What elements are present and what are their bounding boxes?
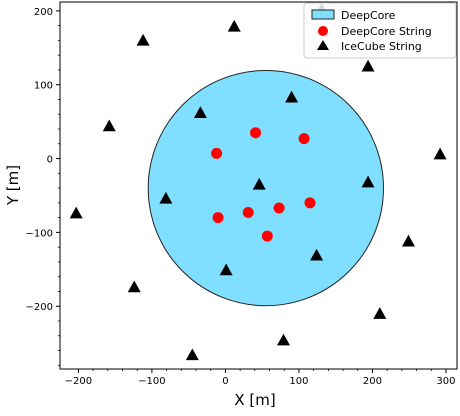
legend-deepcore-string-label: DeepCore String xyxy=(341,25,432,38)
legend-box xyxy=(303,2,457,59)
icecube-string-point xyxy=(127,280,141,293)
icecube-string-point xyxy=(373,307,387,319)
icecube-string-point xyxy=(102,119,116,132)
icecube-string-point xyxy=(285,90,299,103)
y-tick-label: 0 xyxy=(47,155,53,166)
legend-deepcore-swatch xyxy=(311,9,335,20)
x-tick-label: 300 xyxy=(436,376,455,387)
icecube-string-point xyxy=(193,106,207,118)
icecube-string-point xyxy=(401,234,415,247)
x-axis-label: X [m] xyxy=(234,391,275,409)
y-tick-label: −200 xyxy=(26,302,53,313)
icecube-string-point xyxy=(361,175,375,188)
legend: DeepCore DeepCore String IceCube String xyxy=(303,2,457,59)
y-tick-label: −100 xyxy=(26,228,53,239)
legend-icecube-string-marker xyxy=(317,40,329,50)
y-tick-label: 100 xyxy=(34,81,53,92)
y-tick-label: 200 xyxy=(34,7,53,18)
deepcore-string-point xyxy=(261,230,273,242)
x-tick-label: 0 xyxy=(222,376,228,387)
x-tick-label: 200 xyxy=(363,376,382,387)
legend-icecube-string-label: IceCube String xyxy=(341,40,422,53)
icecube-string-point xyxy=(276,333,290,346)
plot-frame xyxy=(59,1,458,370)
legend-deepcore-label: DeepCore xyxy=(341,9,396,22)
x-tick-label: −200 xyxy=(65,376,92,387)
deepcore-string-point xyxy=(212,212,224,224)
deepcore-string-point xyxy=(250,127,262,139)
y-axis-label: Y [m] xyxy=(4,165,22,206)
icecube-string-point xyxy=(69,206,83,219)
deepcore-string-point xyxy=(211,147,223,159)
icecube-string-point xyxy=(433,147,447,160)
icecube-string-point xyxy=(252,177,266,190)
icecube-string-point xyxy=(219,263,233,276)
x-tick-label: 100 xyxy=(289,376,308,387)
deepcore-string-point xyxy=(273,202,285,214)
deepcore-string-point xyxy=(242,206,254,218)
icecube-string-point xyxy=(159,191,173,204)
deepcore-string-point xyxy=(298,133,310,145)
icecube-string-point xyxy=(361,59,375,72)
icecube-string-point xyxy=(227,19,241,32)
deepcore-layer xyxy=(147,69,384,307)
icecube-string-point xyxy=(310,248,324,261)
legend-deepcore-string-marker xyxy=(318,26,328,36)
icecube-string-point xyxy=(136,33,150,46)
icecube-string-point xyxy=(185,348,199,361)
deepcore-region xyxy=(147,69,384,307)
x-tick-label: −100 xyxy=(138,376,165,387)
axes-layer: −200 −100 0 100 200 300 −200 −100 0 100 200 xyxy=(26,1,458,387)
deepcore-string-point xyxy=(304,197,316,209)
